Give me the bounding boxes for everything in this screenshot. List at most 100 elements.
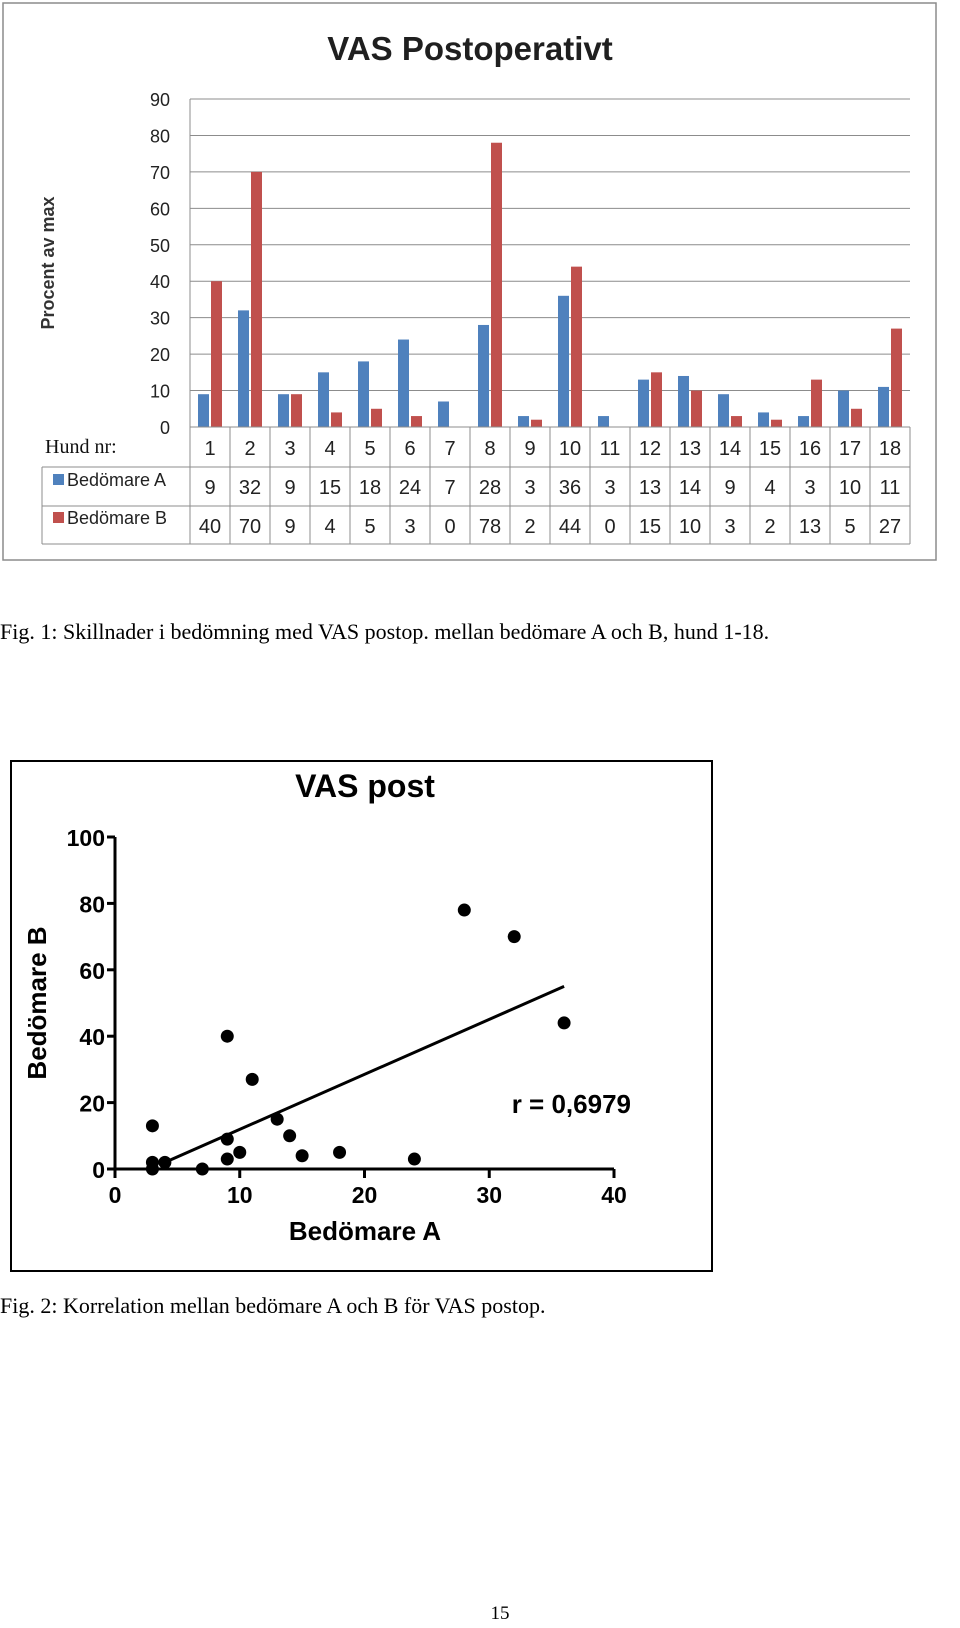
category-label: 3 [284, 438, 295, 460]
data-label-bedomare-b: 13 [799, 516, 821, 538]
data-label-bedomare-a: 3 [604, 477, 615, 499]
bar-bedomare-a [838, 390, 849, 427]
category-label: 4 [324, 438, 335, 460]
bar-bedomare-b [531, 419, 542, 427]
scatter-point [233, 1145, 247, 1159]
category-label: 2 [244, 438, 255, 460]
scatter-point [220, 1029, 234, 1043]
correlation-annotation: r = 0,6979 [512, 1089, 631, 1119]
data-label-bedomare-b: 70 [239, 516, 261, 538]
y-tick-label: 80 [150, 126, 170, 146]
bar-bedomare-b [211, 281, 222, 427]
y-axis-label: Procent av max [38, 196, 58, 329]
bar-bedomare-a [598, 416, 609, 427]
data-label-bedomare-b: 5 [844, 516, 855, 538]
category-label: 7 [444, 438, 455, 460]
data-label-bedomare-b: 3 [724, 516, 735, 538]
bar-bedomare-b [731, 416, 742, 427]
data-label-bedomare-a: 3 [524, 477, 535, 499]
data-label-bedomare-b: 15 [639, 516, 661, 538]
bar-bedomare-b [251, 171, 262, 427]
scatter-point [507, 930, 521, 944]
scatter-point [220, 1152, 234, 1166]
scatter-point [195, 1162, 209, 1176]
data-label-bedomare-b: 9 [284, 516, 295, 538]
bar-bedomare-b [651, 372, 662, 427]
bar-bedomare-a [318, 372, 329, 427]
bar-bedomare-b [571, 266, 582, 427]
data-label-bedomare-b: 2 [524, 516, 535, 538]
category-label: 1 [204, 438, 215, 460]
data-label-bedomare-a: 14 [679, 477, 701, 499]
legend-label-b: Bedömare B [67, 508, 167, 528]
data-label-bedomare-b: 78 [479, 516, 501, 538]
regression-line [164, 985, 565, 1164]
bar-bedomare-a [438, 401, 449, 427]
y-tick-label: 0 [160, 418, 170, 438]
data-label-bedomare-a: 7 [444, 477, 455, 499]
bar-bedomare-a [678, 375, 689, 427]
chart-frame [10, 760, 713, 1272]
data-label-bedomare-a: 18 [359, 477, 381, 499]
y-tick-label: 20 [150, 345, 170, 365]
scatter-point [407, 1152, 421, 1166]
figure-2-caption: Fig. 2: Korrelation mellan bedömare A oc… [0, 1293, 546, 1318]
scatter-point [283, 1129, 297, 1143]
scatter-point [145, 1119, 159, 1133]
category-label: 15 [759, 438, 781, 460]
y-tick-label: 90 [150, 90, 170, 110]
data-label-bedomare-b: 2 [764, 516, 775, 538]
data-label-bedomare-a: 15 [319, 477, 341, 499]
data-label-bedomare-a: 11 [880, 477, 901, 499]
data-label-bedomare-a: 32 [239, 477, 261, 499]
bar-bedomare-a [398, 339, 409, 427]
bar-bedomare-a [358, 361, 369, 427]
category-label: 5 [364, 438, 375, 460]
y-tick-label: 80 [79, 891, 105, 917]
x-tick-label: 30 [476, 1182, 502, 1208]
page-number: 15 [490, 1603, 510, 1624]
y-tick-label: 60 [79, 958, 105, 984]
data-label-bedomare-b: 40 [199, 516, 221, 538]
data-label-bedomare-b: 4 [324, 516, 335, 538]
data-label-bedomare-a: 4 [764, 477, 775, 499]
bar-bedomare-b [331, 412, 342, 427]
bar-bedomare-b [691, 390, 702, 427]
scatter-point [333, 1145, 347, 1159]
data-label-bedomare-a: 36 [559, 477, 581, 499]
data-label-bedomare-b: 44 [559, 516, 581, 538]
x-tick-label: 40 [601, 1182, 627, 1208]
bar-bedomare-b [371, 408, 382, 427]
data-label-bedomare-a: 28 [479, 477, 501, 499]
bar-bedomare-a [558, 295, 569, 427]
category-label: 9 [524, 438, 535, 460]
bar-bedomare-a [638, 379, 649, 427]
y-tick-label: 40 [79, 1024, 105, 1050]
scatter-point [270, 1112, 284, 1126]
scatter-point [295, 1149, 309, 1163]
legend-label-a: Bedömare A [67, 470, 166, 490]
legend-swatch-b [53, 512, 64, 523]
x-axis-label: Bedömare A [289, 1216, 441, 1246]
bar-bedomare-b [411, 416, 422, 427]
bar-bedomare-b [291, 394, 302, 427]
y-tick-label: 10 [150, 382, 170, 402]
bar-bedomare-a [878, 386, 889, 427]
scatter-point [557, 1016, 571, 1030]
y-tick-label: 40 [150, 272, 170, 292]
bar-bedomare-a [518, 416, 529, 427]
data-label-bedomare-b: 5 [364, 516, 375, 538]
scatter-point [158, 1155, 172, 1169]
y-axis-label: Bedömare B [22, 926, 52, 1079]
scatter-point [145, 1162, 159, 1176]
y-tick-label: 100 [67, 825, 105, 851]
bar-bedomare-b [851, 408, 862, 427]
bar-bedomare-a [718, 394, 729, 427]
figure-1-caption: Fig. 1: Skillnader i bedömning med VAS p… [0, 619, 770, 644]
bar-bedomare-a [278, 394, 289, 427]
data-label-bedomare-b: 27 [879, 516, 901, 538]
bar-bedomare-b [891, 328, 902, 427]
chart-title: VAS Postoperativt [327, 30, 612, 67]
category-label: 10 [559, 438, 581, 460]
